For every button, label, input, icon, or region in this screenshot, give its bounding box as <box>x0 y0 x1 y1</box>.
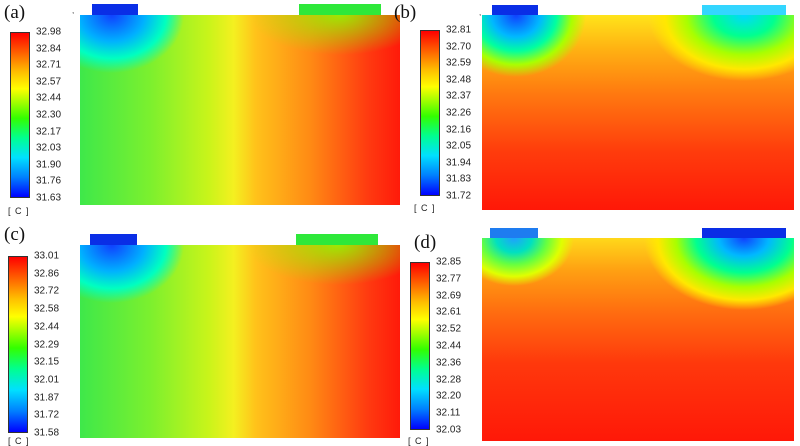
colorbar-tick: 31.87 <box>34 392 60 404</box>
panel-c-temperature-field <box>80 245 400 438</box>
panel-d-colorbar <box>410 262 430 430</box>
colorbar-tick: 32.05 <box>446 140 472 152</box>
panel-b-colorbar <box>420 30 440 196</box>
colorbar-tick: 33.01 <box>34 250 60 262</box>
panel-a-colorbar-ticks: 32.98 32.84 32.71 32.57 32.44 32.30 32.1… <box>36 27 76 204</box>
colorbar-tick: 32.70 <box>446 41 472 53</box>
colorbar-tick: 31.63 <box>36 192 62 204</box>
panel-c-colorbar <box>8 256 28 433</box>
colorbar-tick: 32.44 <box>436 340 462 352</box>
panel-d-right-tab <box>702 228 786 239</box>
colorbar-tick: 32.26 <box>446 107 472 119</box>
colorbar-tick: 32.01 <box>34 374 60 386</box>
panel-a-colorbar <box>10 32 30 198</box>
panel-c-right-tab <box>296 234 378 246</box>
colorbar-tick: 31.76 <box>36 175 62 187</box>
colorbar-tick: 32.52 <box>436 323 462 335</box>
panel-b-corner-mark: , <box>479 8 482 17</box>
colorbar-tick: 32.30 <box>36 109 62 121</box>
panel-d-colorbar-ticks: 32.85 32.77 32.69 32.61 32.52 32.44 32.3… <box>436 257 476 436</box>
panel-d-label: (d) <box>414 232 437 253</box>
colorbar-tick: 32.03 <box>36 142 62 154</box>
colorbar-tick: 32.03 <box>436 424 462 436</box>
colorbar-tick: 32.16 <box>446 124 472 136</box>
colorbar-tick: 32.81 <box>446 24 472 36</box>
colorbar-tick: 31.58 <box>34 427 60 439</box>
colorbar-tick: 32.86 <box>34 268 60 280</box>
panel-a-unit: [ C ] <box>8 206 30 216</box>
colorbar-tick: 31.90 <box>36 159 62 171</box>
colorbar-tick: 32.17 <box>36 126 62 138</box>
colorbar-tick: 32.61 <box>436 306 462 318</box>
colorbar-tick: 31.94 <box>446 157 472 169</box>
colorbar-tick: 32.44 <box>36 92 62 104</box>
colorbar-tick: 32.59 <box>446 57 472 69</box>
colorbar-tick: 32.71 <box>36 59 62 71</box>
colorbar-tick: 31.83 <box>446 173 472 185</box>
colorbar-tick: 32.28 <box>436 374 462 386</box>
panel-b-left-tab <box>492 5 538 16</box>
panel-c-colorbar-ticks: 33.01 32.86 32.72 32.58 32.44 32.29 32.1… <box>34 251 74 439</box>
colorbar-tick: 31.72 <box>446 190 472 202</box>
panel-b-label: (b) <box>394 2 417 23</box>
colorbar-tick: 31.72 <box>34 409 60 421</box>
colorbar-tick: 32.48 <box>446 74 472 86</box>
panel-a-left-tab <box>92 4 138 16</box>
colorbar-tick: 32.11 <box>436 407 461 419</box>
panel-b-right-tab <box>702 5 786 16</box>
colorbar-tick: 32.85 <box>436 256 462 268</box>
colorbar-tick: 32.36 <box>436 357 462 369</box>
colorbar-tick: 32.84 <box>36 43 62 55</box>
colorbar-tick: 32.44 <box>34 321 60 333</box>
panel-a-corner-mark: , <box>72 6 75 15</box>
panel-d-left-tab <box>490 228 538 239</box>
panel-c-unit: [ C ] <box>8 436 30 446</box>
colorbar-tick: 32.77 <box>436 273 462 285</box>
panel-b-temperature-field <box>482 15 794 210</box>
colorbar-tick: 32.57 <box>36 76 62 88</box>
colorbar-tick: 32.69 <box>436 290 462 302</box>
panel-b-unit: [ C ] <box>414 203 436 213</box>
panel-c-left-tab <box>90 234 137 246</box>
panel-a-right-tab <box>299 4 381 16</box>
panel-a-temperature-field <box>80 15 400 205</box>
panel-c-label: (c) <box>4 224 26 245</box>
colorbar-tick: 32.37 <box>446 90 472 102</box>
colorbar-tick: 32.72 <box>34 285 60 297</box>
panel-a-label: (a) <box>4 2 26 23</box>
panel-d-temperature-field <box>482 238 794 441</box>
colorbar-tick: 32.98 <box>36 26 62 38</box>
panel-b-colorbar-ticks: 32.81 32.70 32.59 32.48 32.37 32.26 32.1… <box>446 25 486 202</box>
colorbar-tick: 32.58 <box>34 303 60 315</box>
colorbar-tick: 32.15 <box>34 356 60 368</box>
colorbar-tick: 32.20 <box>436 390 462 402</box>
panel-d-unit: [ C ] <box>408 436 430 446</box>
colorbar-tick: 32.29 <box>34 339 60 350</box>
